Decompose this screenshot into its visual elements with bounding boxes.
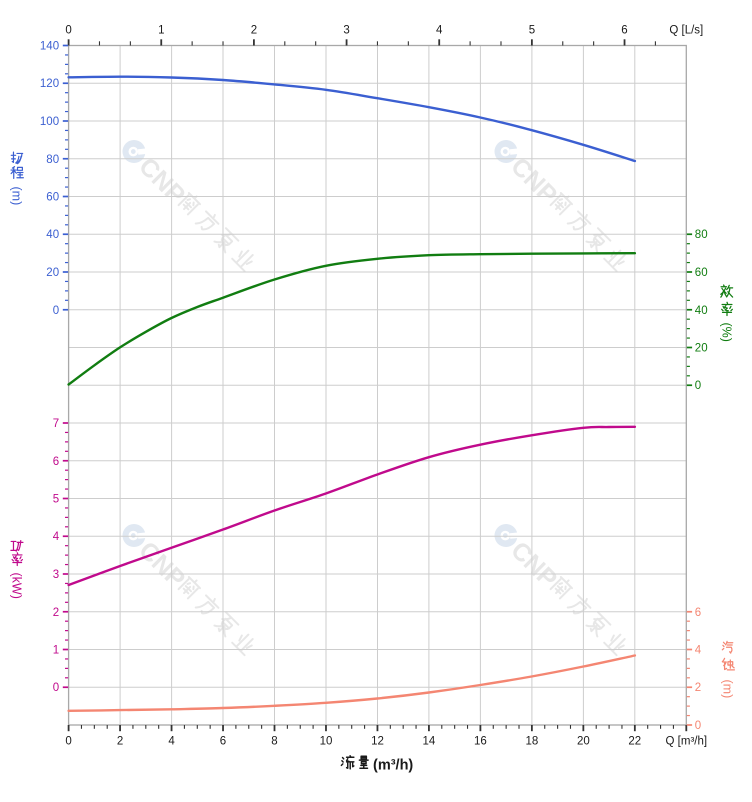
- svg-text:0: 0: [695, 380, 701, 392]
- svg-text:6: 6: [695, 607, 701, 619]
- svg-text:14: 14: [423, 736, 436, 748]
- svg-text:1: 1: [158, 25, 164, 37]
- svg-text:6: 6: [621, 25, 627, 37]
- svg-text:Q [m³/h]: Q [m³/h]: [666, 736, 708, 748]
- svg-text:80: 80: [46, 154, 59, 166]
- svg-text:16: 16: [474, 736, 487, 748]
- svg-text:(m): (m): [721, 680, 735, 699]
- svg-text:10: 10: [320, 736, 333, 748]
- svg-text:2: 2: [695, 682, 701, 694]
- svg-text:(m): (m): [10, 187, 24, 206]
- svg-text:60: 60: [695, 267, 708, 279]
- svg-text:40: 40: [46, 229, 59, 241]
- svg-text:80: 80: [695, 229, 708, 241]
- svg-text:18: 18: [526, 736, 539, 748]
- svg-text:0: 0: [53, 305, 59, 317]
- svg-text:4: 4: [53, 531, 60, 543]
- svg-text:140: 140: [40, 41, 59, 53]
- svg-text:6: 6: [220, 736, 226, 748]
- svg-text:6: 6: [53, 456, 59, 468]
- svg-text:7: 7: [53, 418, 59, 430]
- svg-text:2: 2: [251, 25, 257, 37]
- svg-text:3: 3: [53, 569, 59, 581]
- svg-text:3: 3: [343, 25, 349, 37]
- svg-text:20: 20: [695, 343, 708, 355]
- svg-text:8: 8: [271, 736, 277, 748]
- svg-text:100: 100: [40, 116, 59, 128]
- svg-text:0: 0: [65, 736, 71, 748]
- svg-text:60: 60: [46, 192, 59, 204]
- svg-text:(kW): (kW): [10, 573, 24, 599]
- svg-text:Q [L/s]: Q [L/s]: [669, 25, 703, 37]
- svg-text:5: 5: [53, 494, 59, 506]
- svg-text:12: 12: [371, 736, 384, 748]
- svg-text:20: 20: [46, 267, 59, 279]
- svg-text:(m³/h): (m³/h): [373, 758, 413, 774]
- svg-text:0: 0: [65, 25, 71, 37]
- svg-text:5: 5: [529, 25, 535, 37]
- svg-text:40: 40: [695, 305, 708, 317]
- svg-text:20: 20: [577, 736, 590, 748]
- svg-text:0: 0: [695, 720, 701, 732]
- svg-text:2: 2: [117, 736, 123, 748]
- svg-text:4: 4: [695, 645, 702, 657]
- svg-text:4: 4: [436, 25, 443, 37]
- svg-text:2: 2: [53, 607, 59, 619]
- svg-text:1: 1: [53, 645, 59, 657]
- svg-text:4: 4: [168, 736, 175, 748]
- svg-text:0: 0: [53, 682, 59, 694]
- svg-text:22: 22: [628, 736, 641, 748]
- svg-text:(%): (%): [720, 323, 734, 342]
- svg-text:120: 120: [40, 78, 59, 90]
